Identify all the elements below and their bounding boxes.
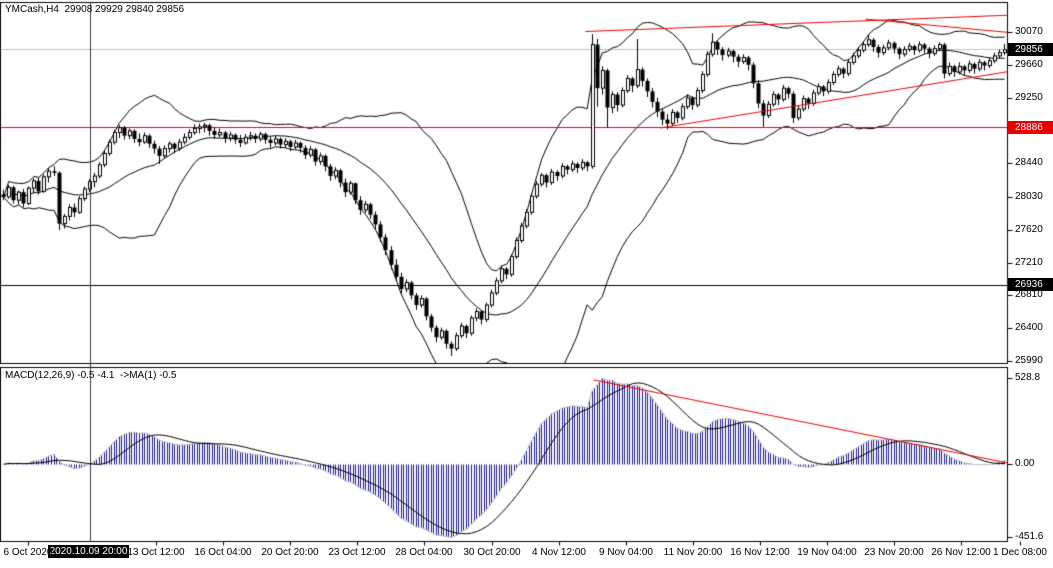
time-tick-label: 26 Nov 12:00 bbox=[931, 547, 991, 558]
macd-tick-label: -451.6 bbox=[1015, 531, 1044, 542]
price-badge: 28886 bbox=[1008, 120, 1053, 134]
time-axis[interactable]: 2020.10.09 20:00 6 Oct 2020 13 Oct 12:00 1… bbox=[0, 541, 1053, 568]
price-tick-label: 26400 bbox=[1015, 321, 1043, 333]
price-tick-label: 29660 bbox=[1015, 59, 1043, 71]
price-tick-label: 29250 bbox=[1015, 92, 1043, 104]
time-tick-label: 4 Nov 12:00 bbox=[532, 547, 586, 558]
time-tick-label: 1 Dec 08:00 bbox=[993, 547, 1047, 558]
time-tick-label: 16 Oct 04:00 bbox=[194, 547, 252, 558]
price-tick-label: 28030 bbox=[1015, 190, 1043, 202]
time-tick-label: 30 Oct 20:00 bbox=[463, 547, 521, 558]
price-tick-label: 25990 bbox=[1015, 355, 1043, 366]
time-tick-label: 23 Nov 20:00 bbox=[864, 547, 924, 558]
crosshair-time-badge: 2020.10.09 20:00 bbox=[48, 545, 129, 558]
price-tick-label: 27620 bbox=[1015, 223, 1043, 235]
time-tick-label: 13 Oct 12:00 bbox=[127, 547, 185, 558]
macd-tick-label: 0.00 bbox=[1015, 457, 1035, 469]
time-tick-label: 28 Oct 04:00 bbox=[395, 547, 453, 558]
price-tick-label: 28440 bbox=[1015, 157, 1043, 169]
symbol-ohlc-readout: YMCash,H4 29908 29929 29840 29856 bbox=[5, 4, 185, 15]
time-tick-label: 16 Nov 12:00 bbox=[730, 547, 790, 558]
time-tick-label: 23 Oct 12:00 bbox=[328, 547, 386, 558]
price-badge: 26936 bbox=[1008, 278, 1053, 292]
time-tick-label: 9 Nov 04:00 bbox=[599, 547, 653, 558]
macd-tick-label: 528.8 bbox=[1015, 372, 1041, 383]
time-tick-label: 20 Oct 20:00 bbox=[261, 547, 319, 558]
price-badge: 29856 bbox=[1008, 42, 1053, 56]
macd-indicator-label: MACD(12,26,9) -0.5 -4.1 ->MA(1) -0.5 bbox=[5, 370, 177, 381]
time-tick-label: 11 Nov 20:00 bbox=[663, 547, 723, 558]
time-tick-label: 6 Oct 2020 bbox=[3, 547, 53, 558]
price-tick-label: 26810 bbox=[1015, 288, 1043, 300]
time-tick-label: 19 Nov 04:00 bbox=[797, 547, 857, 558]
price-tick-label: 27210 bbox=[1015, 256, 1043, 268]
price-axis[interactable]: 30070 29660 29250 28440 28030 27620 27210 26810… bbox=[1008, 0, 1053, 542]
price-tick-label: 30070 bbox=[1015, 26, 1043, 37]
